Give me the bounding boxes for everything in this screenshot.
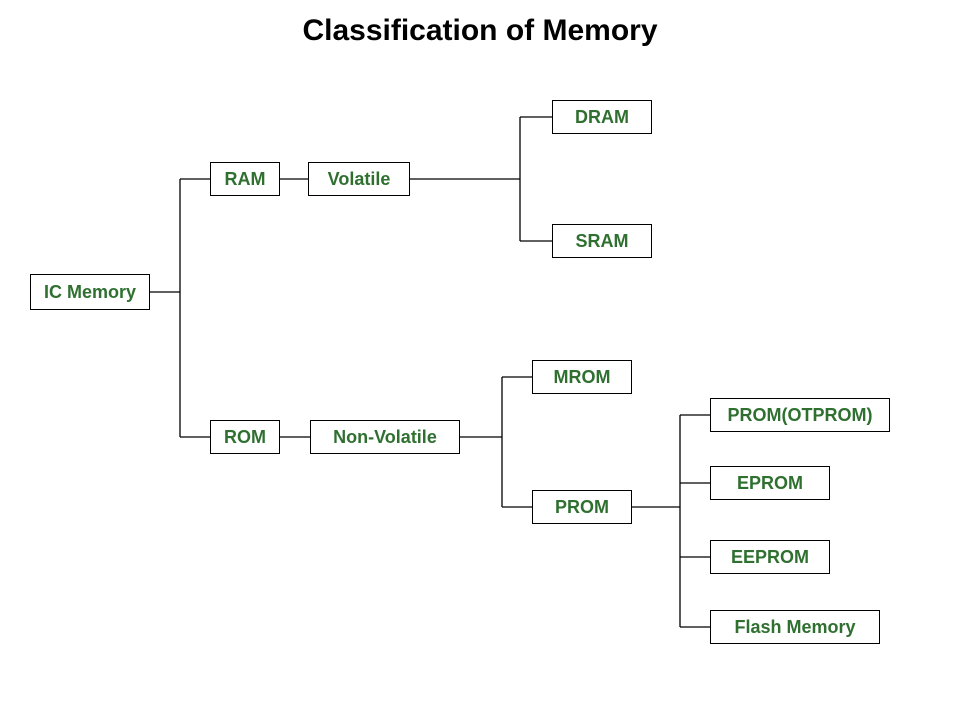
node-prom-otprom: PROM(OTPROM) (710, 398, 890, 432)
page-title: Classification of Memory (0, 14, 960, 48)
node-dram: DRAM (552, 100, 652, 134)
node-eprom: EPROM (710, 466, 830, 500)
node-prom: PROM (532, 490, 632, 524)
node-volatile: Volatile (308, 162, 410, 196)
node-mrom: MROM (532, 360, 632, 394)
node-nonvolatile: Non-Volatile (310, 420, 460, 454)
node-flash: Flash Memory (710, 610, 880, 644)
node-sram: SRAM (552, 224, 652, 258)
node-eeprom: EEPROM (710, 540, 830, 574)
node-rom: ROM (210, 420, 280, 454)
node-ram: RAM (210, 162, 280, 196)
node-ic-memory: IC Memory (30, 274, 150, 310)
